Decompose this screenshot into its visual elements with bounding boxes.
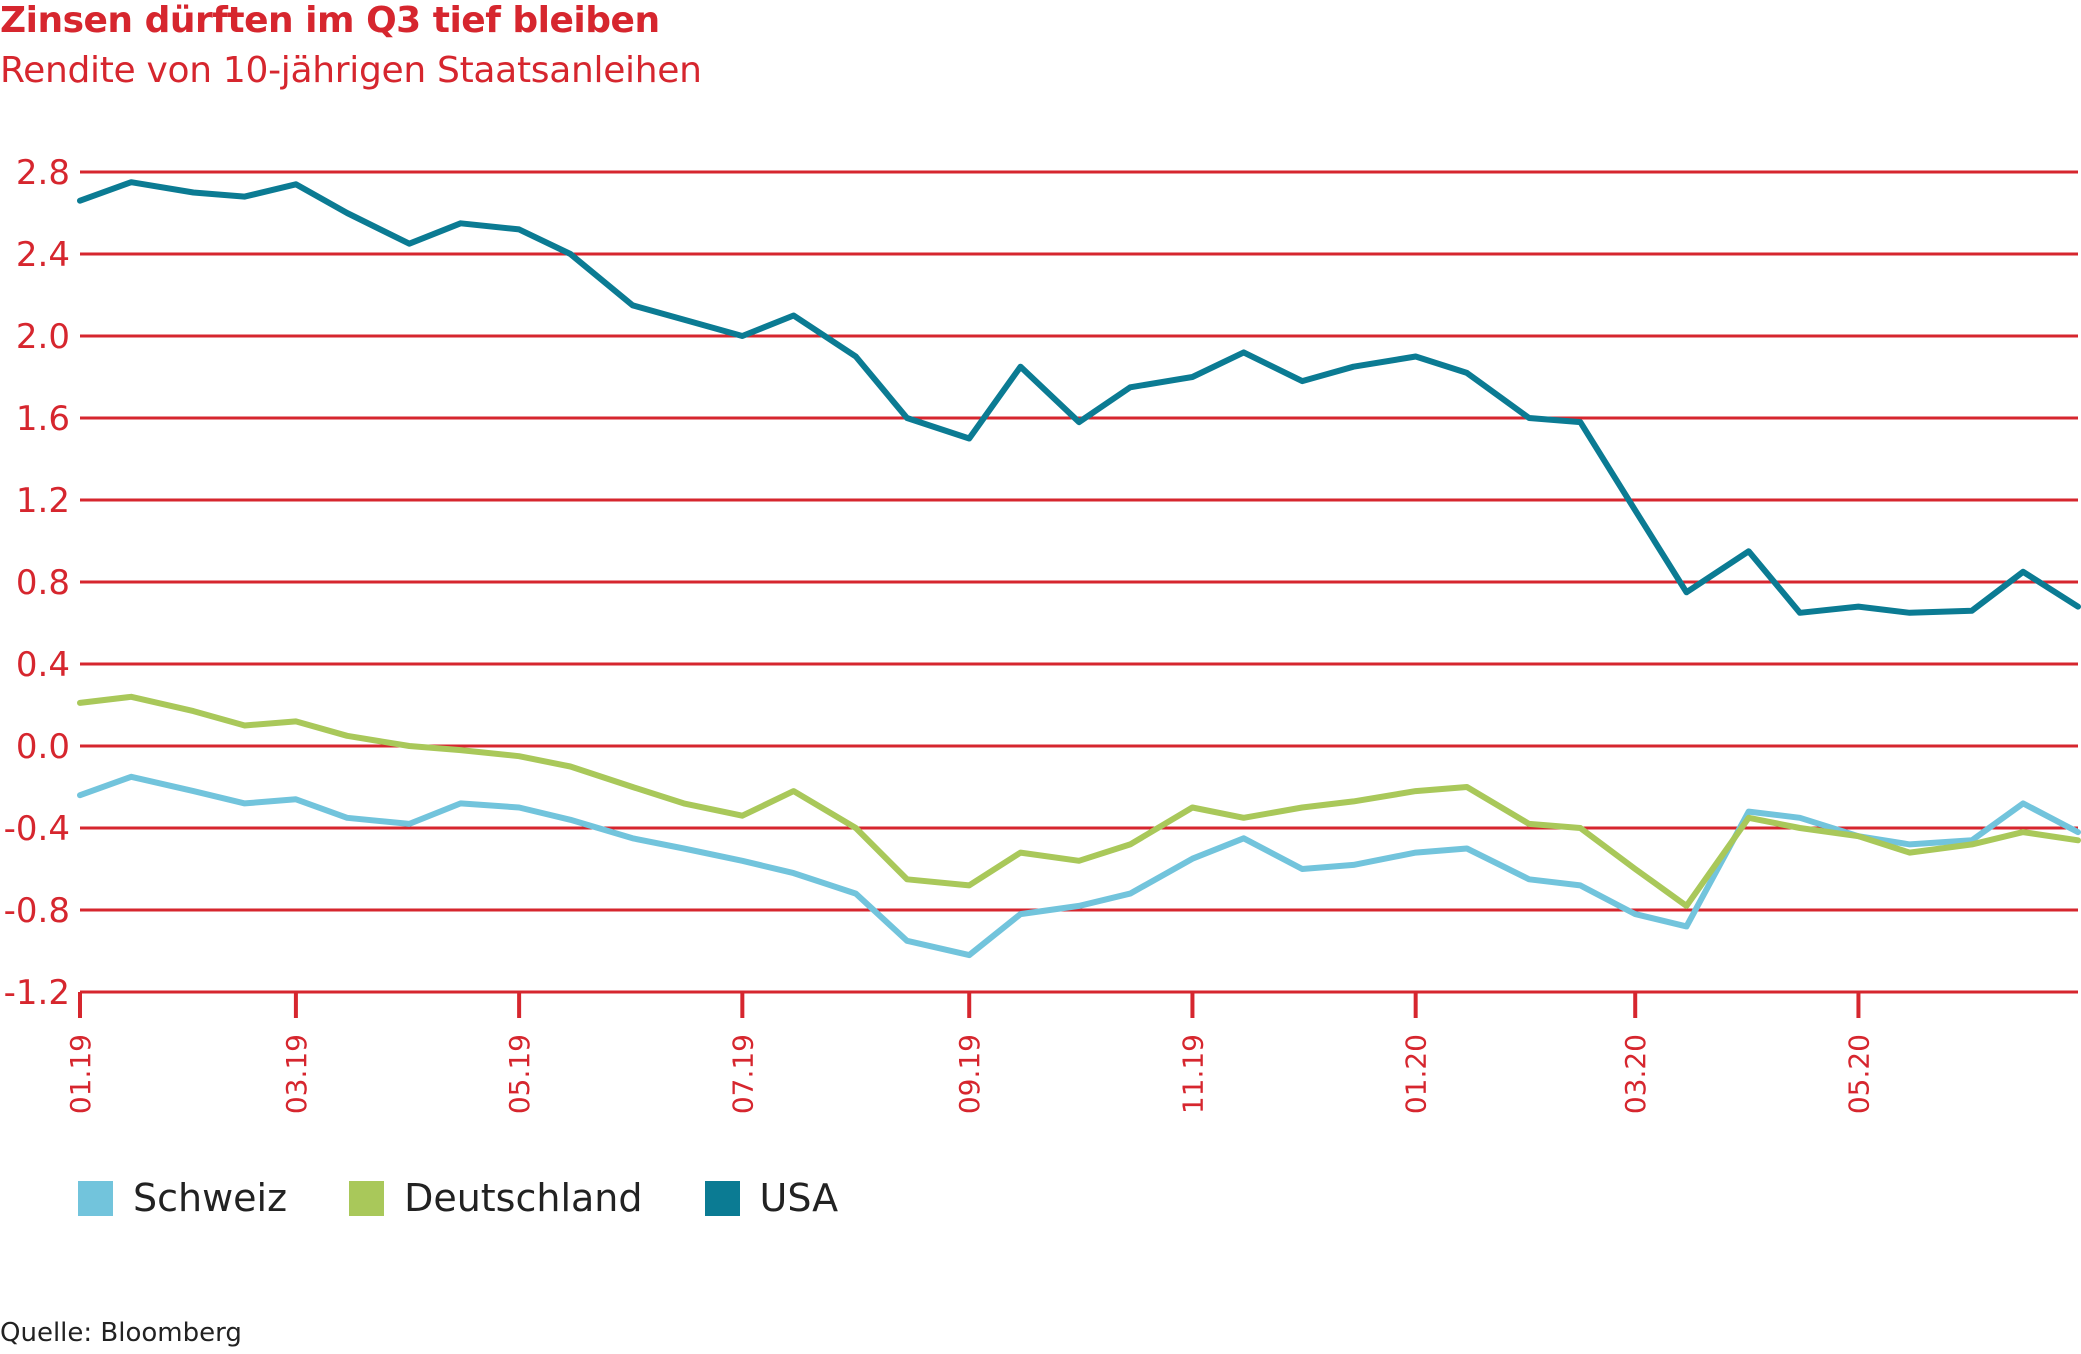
legend-label: Deutschland bbox=[404, 1176, 643, 1220]
chart-subtitle: Rendite von 10-jährigen Staatsanleihen bbox=[0, 50, 702, 91]
x-tick-label: 05.19 bbox=[503, 1034, 536, 1114]
y-tick-label: -0.8 bbox=[4, 891, 70, 931]
x-tick-label: 01.19 bbox=[64, 1034, 97, 1114]
chart-legend: Schweiz Deutschland USA bbox=[78, 1176, 900, 1220]
legend-swatch bbox=[78, 1180, 113, 1216]
x-tick-label: 03.19 bbox=[280, 1034, 313, 1114]
x-tick-label: 05.20 bbox=[1842, 1034, 1875, 1114]
x-tick-label: 01.20 bbox=[1400, 1034, 1433, 1114]
y-tick-label: 2.8 bbox=[16, 153, 70, 193]
x-tick-label: 07.19 bbox=[726, 1034, 759, 1114]
y-tick-label: -1.2 bbox=[4, 973, 70, 1013]
legend-item-usa: USA bbox=[704, 1176, 839, 1220]
y-tick-label: 0.4 bbox=[16, 645, 70, 685]
y-tick-label: 2.4 bbox=[16, 235, 70, 275]
series-line-usa bbox=[77, 179, 2081, 616]
series-line-deutschland bbox=[77, 693, 2081, 909]
x-tick-label: 03.20 bbox=[1619, 1034, 1652, 1114]
series-line-schweiz bbox=[77, 773, 2081, 959]
x-tick-label: 11.19 bbox=[1176, 1034, 1209, 1114]
y-tick-label: 0.8 bbox=[16, 563, 70, 603]
legend-label: USA bbox=[759, 1176, 839, 1220]
y-tick-label: 1.6 bbox=[16, 399, 70, 439]
legend-label: Schweiz bbox=[133, 1176, 288, 1220]
y-tick-label: 1.2 bbox=[16, 481, 70, 521]
chart-source: Quelle: Bloomberg bbox=[0, 1318, 242, 1348]
legend-item-schweiz: Schweiz bbox=[78, 1176, 287, 1220]
x-tick-label: 09.19 bbox=[953, 1034, 986, 1114]
y-tick-label: -0.4 bbox=[4, 809, 70, 849]
legend-swatch bbox=[704, 1180, 740, 1216]
chart-title: Zinsen dürften im Q3 tief bleiben bbox=[0, 0, 660, 41]
legend-item-deutschland: Deutschland bbox=[349, 1176, 643, 1220]
legend-swatch bbox=[349, 1180, 385, 1216]
y-tick-label: 0.0 bbox=[16, 727, 70, 767]
y-tick-label: 2.0 bbox=[16, 317, 70, 357]
